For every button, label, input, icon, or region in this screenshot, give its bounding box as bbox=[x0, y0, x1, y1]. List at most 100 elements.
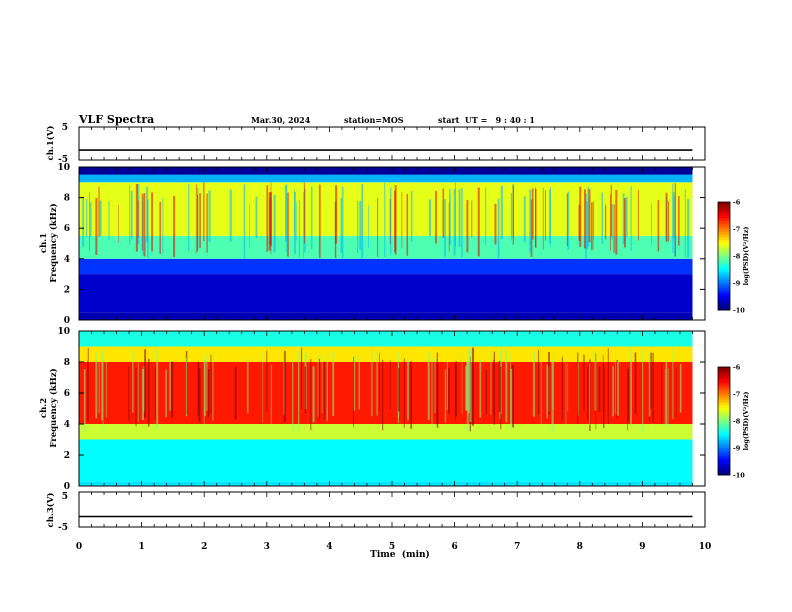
spectrogram-streak bbox=[398, 367, 400, 412]
time-tick-label: 8 bbox=[577, 542, 583, 552]
start-time-label: start UT = 9 : 40 : 1 bbox=[438, 115, 535, 125]
ch1-spectrogram-panel: 0 2 4 6 8 10 ch.1 Frequency (kHz) -6 -7 -8 -9 -10… bbox=[39, 163, 750, 326]
colorbar-step bbox=[718, 418, 730, 422]
spectrogram-streak bbox=[535, 189, 537, 248]
spectrogram-streak bbox=[407, 358, 409, 420]
spectrogram-streak bbox=[587, 365, 589, 420]
spectrogram-streak bbox=[588, 189, 591, 243]
colorbar-step bbox=[718, 250, 730, 254]
spectrogram-streak bbox=[284, 185, 288, 242]
colorbar-step bbox=[718, 242, 730, 246]
colorbar-step bbox=[718, 204, 730, 208]
spectrogram-streak bbox=[458, 189, 461, 247]
spectrogram-streak bbox=[401, 191, 403, 248]
spectrogram-band bbox=[79, 439, 693, 482]
spectrogram-streak bbox=[627, 368, 629, 431]
spectrogram-streak bbox=[679, 364, 682, 413]
spectrogram-streak bbox=[410, 361, 413, 429]
spectrogram-streak bbox=[197, 194, 199, 252]
colorbar-step bbox=[718, 448, 730, 452]
colorbar-step bbox=[718, 380, 730, 384]
colorbar-step bbox=[718, 469, 730, 473]
freq-tick-label: 4 bbox=[64, 255, 70, 265]
spectrogram-streak bbox=[652, 352, 654, 423]
spectrogram-streak bbox=[540, 350, 542, 426]
spectrogram-streak bbox=[610, 184, 612, 237]
colorbar-tick-label: -10 bbox=[733, 472, 745, 480]
spectrogram-streak bbox=[492, 359, 494, 416]
spectrogram-streak bbox=[173, 196, 176, 258]
spectrogram-streak bbox=[406, 193, 409, 256]
spectrogram-streak bbox=[208, 190, 211, 242]
colorbar-tick-label: -7 bbox=[733, 226, 740, 234]
station-label: station=MOS bbox=[344, 115, 404, 125]
spectrogram-streak bbox=[379, 352, 380, 411]
colorbar-step bbox=[718, 245, 730, 249]
spectrogram-streak bbox=[359, 200, 362, 250]
colorbar-step bbox=[718, 215, 730, 219]
spectrogram-streak bbox=[567, 363, 569, 412]
spectrogram-streak bbox=[87, 347, 89, 422]
colorbar-tick-label: -9 bbox=[733, 280, 741, 288]
freq-tick-label: 10 bbox=[57, 163, 70, 173]
spectrogram-streak bbox=[410, 190, 413, 242]
freq-tick-label: 0 bbox=[64, 316, 70, 326]
spectrogram-streak bbox=[137, 184, 140, 245]
spectrogram-streak bbox=[101, 349, 104, 421]
colorbar-tick-label: -8 bbox=[733, 418, 741, 426]
colorbar-step bbox=[718, 421, 730, 425]
colorbar-step bbox=[718, 369, 730, 373]
spectrogram-streak bbox=[159, 201, 161, 254]
spectrogram-streak bbox=[442, 188, 445, 239]
spectrogram-streak bbox=[538, 349, 540, 415]
colorbar-step bbox=[718, 304, 730, 308]
spectrogram-streak bbox=[613, 204, 615, 253]
spectrogram-band bbox=[79, 274, 693, 313]
spectrogram-streak bbox=[511, 365, 515, 428]
ch1-colorbar: -6 -7 -8 -9 -10 log(PSD)(V²/Hz) bbox=[717, 199, 750, 315]
freq-tick-label: 2 bbox=[64, 285, 70, 295]
freq-tick-label: 4 bbox=[64, 420, 70, 430]
spectrogram-streak bbox=[249, 203, 251, 247]
colorbar-step bbox=[718, 239, 730, 243]
spectrogram-streak bbox=[204, 360, 206, 416]
colorbar-step bbox=[718, 223, 730, 227]
spectrogram-streak bbox=[687, 199, 690, 258]
spectrogram-streak bbox=[146, 186, 149, 243]
ch1-ylabel-frequency: Frequency (kHz) bbox=[48, 203, 59, 282]
spectrogram-streak bbox=[485, 369, 488, 414]
spectrogram-streak bbox=[485, 187, 487, 245]
colorbar-step bbox=[718, 231, 730, 235]
freq-tick-label: 8 bbox=[64, 358, 70, 368]
spectrogram-streak bbox=[300, 347, 303, 409]
colorbar-label: log(PSD)(V²/Hz) bbox=[742, 227, 750, 286]
colorbar-label: log(PSD)(V²/Hz) bbox=[742, 392, 750, 451]
spectrogram-streak bbox=[304, 366, 307, 414]
spectrogram-streak bbox=[477, 187, 480, 257]
time-axis-label: Time (min) bbox=[370, 549, 430, 560]
spectrogram-streak bbox=[542, 187, 544, 250]
colorbar-step bbox=[718, 439, 730, 444]
spectrogram-streak bbox=[453, 189, 456, 256]
spectrogram-streak bbox=[403, 358, 405, 428]
spectrogram-streak bbox=[89, 202, 92, 238]
spectrogram-streak bbox=[340, 197, 343, 253]
spectrogram-streak bbox=[95, 352, 98, 419]
spectrogram-streak bbox=[431, 356, 433, 428]
spectrogram-streak bbox=[637, 189, 639, 241]
spectrogram-streak bbox=[609, 194, 611, 251]
colorbar-step bbox=[718, 234, 730, 238]
spectrogram-streak bbox=[283, 349, 285, 416]
spectrogram-streak bbox=[428, 199, 432, 237]
spectrogram-streak bbox=[479, 359, 482, 418]
spectrogram-streak bbox=[667, 368, 669, 425]
ch2-colorbar: -6 -7 -8 -9 -10 log(PSD)(V²/Hz) bbox=[717, 364, 750, 480]
colorbar-frame bbox=[717, 201, 731, 311]
spectrogram-streak bbox=[324, 361, 326, 420]
spectrogram-streak bbox=[303, 182, 305, 244]
spectrogram-streak bbox=[684, 188, 686, 258]
spectrogram-streak bbox=[549, 187, 551, 248]
spectrogram-streak bbox=[376, 350, 378, 416]
spectrogram-streak bbox=[310, 359, 312, 431]
spectrogram-streak bbox=[587, 187, 590, 247]
